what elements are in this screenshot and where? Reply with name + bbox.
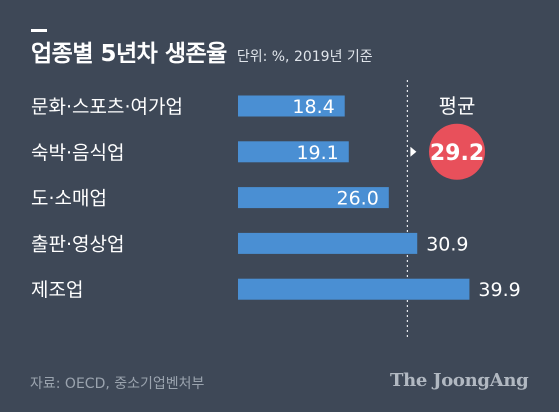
chart-subtitle: 단위: %, 2019년 기준 [236, 49, 373, 65]
title-row: 업종별 5년차 생존율 단위: %, 2019년 기준 [31, 34, 373, 68]
bar-value-label: 19.1 [296, 142, 338, 164]
average-pointer-icon [410, 146, 417, 157]
category-label: 문화·스포츠·여가업 [31, 96, 183, 118]
bar-value-label: 39.9 [478, 279, 520, 301]
category-label: 숙박·음식업 [31, 142, 124, 164]
data-bar [238, 95, 345, 117]
title-accent-bar [31, 29, 47, 32]
average-value-label: 29.2 [430, 141, 484, 166]
chart-title: 업종별 5년차 생존율 [31, 41, 227, 67]
data-bar [238, 232, 418, 254]
bar-value-label: 18.4 [292, 96, 334, 118]
category-label: 출판·영상업 [31, 233, 124, 255]
category-label: 제조업 [31, 279, 83, 301]
average-label: 평균 [439, 94, 476, 118]
data-bar [238, 278, 470, 300]
data-bar [238, 187, 389, 209]
bar-value-label: 30.9 [426, 233, 468, 255]
source-note: 자료: OECD, 중소기업벤처부 [30, 376, 205, 392]
average-badge [429, 123, 485, 180]
bar-value-label: 26.0 [336, 188, 378, 210]
category-label: 도·소매업 [31, 188, 107, 210]
data-bar [238, 141, 349, 163]
publisher-logo: The JoongAng [390, 370, 529, 391]
